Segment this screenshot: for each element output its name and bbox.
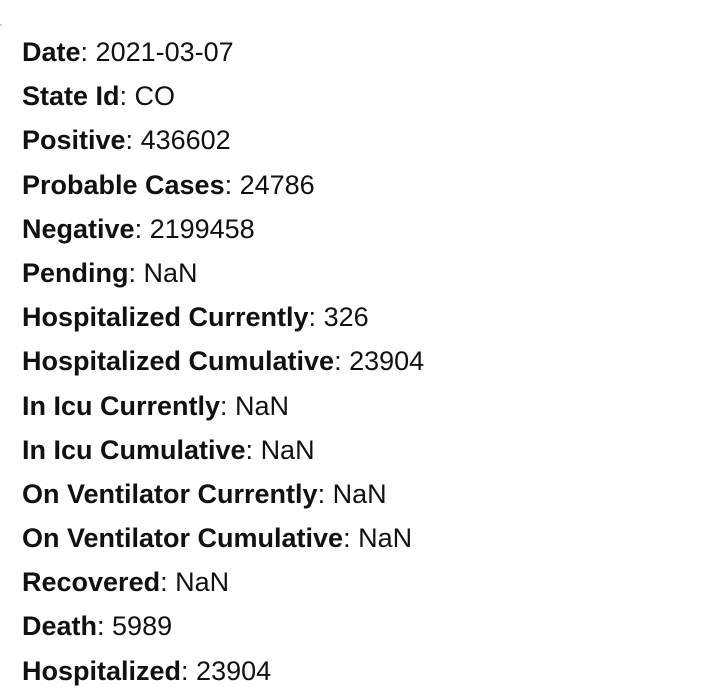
field-label: On Ventilator Cumulative bbox=[22, 523, 344, 554]
field-value: 5989 bbox=[112, 611, 173, 642]
field-positive: Positive: 436602 bbox=[22, 125, 231, 156]
field-value: 23904 bbox=[349, 346, 425, 377]
field-state-id: State Id: CO bbox=[22, 81, 176, 112]
field-value: NaN bbox=[332, 478, 387, 509]
field-negative: Negative: 2199458 bbox=[22, 213, 255, 244]
field-label: Probable Cases bbox=[22, 169, 225, 200]
field-recovered: Recovered: NaN bbox=[22, 567, 230, 598]
field-label: Death bbox=[22, 611, 98, 642]
field-in-icu-cumulative: In Icu Cumulative: NaN bbox=[22, 434, 315, 465]
field-label: State Id bbox=[22, 81, 120, 112]
field-value: NaN bbox=[175, 567, 230, 598]
field-value: 436602 bbox=[140, 125, 231, 156]
field-label: Hospitalized bbox=[22, 655, 182, 686]
field-value: NaN bbox=[235, 390, 290, 421]
field-label: Recovered bbox=[22, 567, 161, 598]
field-label: On Ventilator Currently bbox=[22, 478, 318, 509]
field-label: Hospitalized Cumulative bbox=[22, 346, 335, 377]
field-in-icu-currently: In Icu Currently: NaN bbox=[22, 390, 290, 421]
field-label: Positive bbox=[22, 125, 126, 156]
field-hospitalized-cumulative: Hospitalized Cumulative: 23904 bbox=[22, 346, 425, 377]
field-label: In Icu Cumulative bbox=[22, 434, 246, 465]
field-value: 326 bbox=[323, 302, 369, 333]
field-on-ventilator-cumulative: On Ventilator Cumulative: NaN bbox=[22, 523, 413, 554]
field-value: 2199458 bbox=[149, 213, 255, 244]
field-label: Pending bbox=[22, 257, 129, 288]
record-field-list: Date: 2021-03-07 State Id: CO Positive: … bbox=[22, 30, 424, 693]
field-label: In Icu Currently bbox=[22, 390, 221, 421]
field-value: CO bbox=[134, 81, 176, 112]
field-death: Death: 5989 bbox=[22, 611, 173, 642]
window-corner-mark bbox=[0, 24, 2, 26]
field-pending: Pending: NaN bbox=[22, 257, 198, 288]
field-hospitalized: Hospitalized: 23904 bbox=[22, 655, 272, 686]
field-label: Date bbox=[22, 37, 81, 67]
field-value: NaN bbox=[260, 434, 315, 465]
field-hospitalized-currently: Hospitalized Currently: 326 bbox=[22, 302, 369, 333]
field-value: 2021-03-07 bbox=[95, 37, 234, 67]
field-probable-cases: Probable Cases: 24786 bbox=[22, 169, 315, 200]
field-value: NaN bbox=[143, 257, 198, 288]
field-on-ventilator-currently: On Ventilator Currently: NaN bbox=[22, 478, 387, 509]
field-value: 24786 bbox=[239, 169, 315, 200]
field-value: NaN bbox=[358, 523, 413, 554]
field-value: 23904 bbox=[196, 655, 272, 686]
field-label: Hospitalized Currently bbox=[22, 302, 309, 333]
field-label: Negative bbox=[22, 213, 135, 244]
field-date: Date: 2021-03-07 bbox=[22, 37, 234, 67]
